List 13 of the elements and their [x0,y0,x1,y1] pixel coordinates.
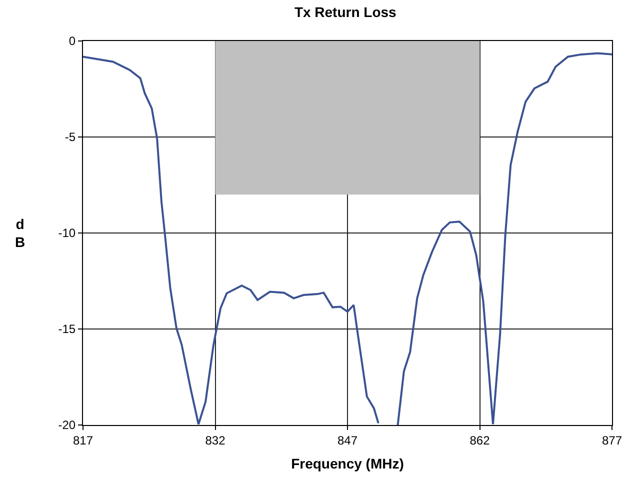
y-tick-label: -10 [58,226,76,240]
y-tick-label: 0 [68,34,76,48]
x-tick-label: 877 [602,433,622,448]
x-tick-label: 817 [72,433,94,448]
y-tick-label: -15 [58,322,76,336]
x-tick-label: 862 [470,433,490,448]
x-axis-title: Frequency (MHz) [291,456,404,472]
y-tick-label: -20 [58,418,76,432]
chart-title: Tx Return Loss [294,4,397,20]
y-tick-label: -5 [64,130,76,144]
y-axis-title: dB [15,216,26,250]
x-tick-label: 832 [205,433,226,448]
x-tick-label: 847 [337,433,358,448]
